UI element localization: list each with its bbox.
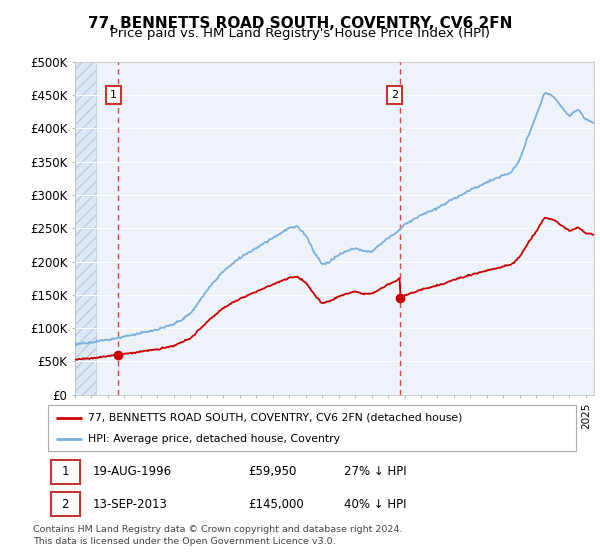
Text: 1: 1 (110, 90, 117, 100)
Text: HPI: Average price, detached house, Coventry: HPI: Average price, detached house, Cove… (88, 435, 340, 444)
Bar (50, 460, 80, 483)
Text: 2: 2 (61, 498, 69, 511)
Text: £59,950: £59,950 (248, 465, 297, 478)
Text: 2: 2 (391, 90, 398, 100)
Text: 27% ↓ HPI: 27% ↓ HPI (344, 465, 406, 478)
Bar (75, 62, 97, 395)
Text: Price paid vs. HM Land Registry's House Price Index (HPI): Price paid vs. HM Land Registry's House … (110, 27, 490, 40)
Text: 40% ↓ HPI: 40% ↓ HPI (344, 498, 406, 511)
Text: Contains HM Land Registry data © Crown copyright and database right 2024.
This d: Contains HM Land Registry data © Crown c… (33, 525, 403, 546)
Text: 77, BENNETTS ROAD SOUTH, COVENTRY, CV6 2FN (detached house): 77, BENNETTS ROAD SOUTH, COVENTRY, CV6 2… (88, 413, 462, 423)
Text: 77, BENNETTS ROAD SOUTH, COVENTRY, CV6 2FN: 77, BENNETTS ROAD SOUTH, COVENTRY, CV6 2… (88, 16, 512, 31)
Text: 1: 1 (61, 465, 69, 478)
Text: £145,000: £145,000 (248, 498, 304, 511)
Text: 19-AUG-1996: 19-AUG-1996 (93, 465, 172, 478)
Text: 13-SEP-2013: 13-SEP-2013 (93, 498, 168, 511)
Bar (50, 492, 80, 516)
